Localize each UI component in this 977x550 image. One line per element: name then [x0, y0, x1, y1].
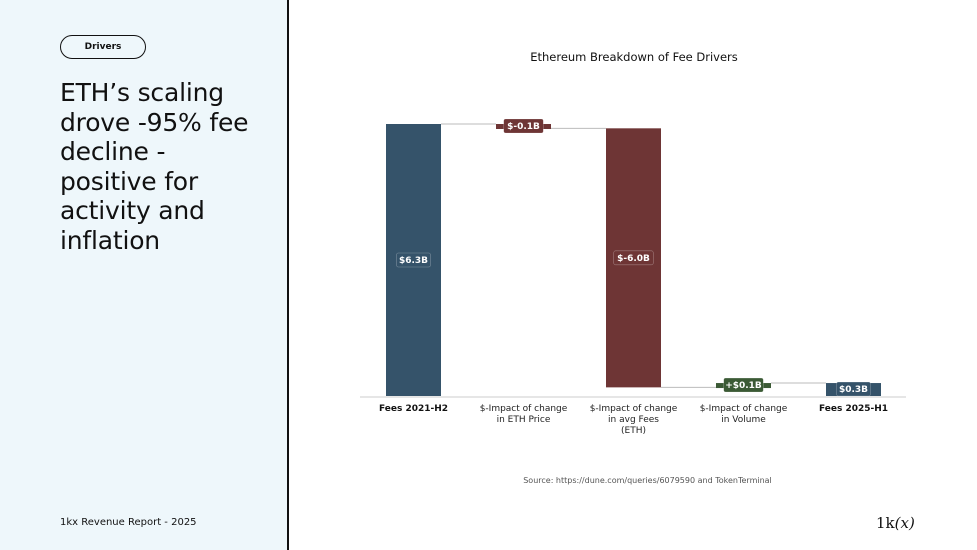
x-tick-label: $-Impact of change in ETH Price — [480, 404, 568, 425]
headline-line: ETH’s scaling — [60, 78, 224, 107]
report-footer: 1kx Revenue Report - 2025 — [60, 517, 197, 528]
waterfall-chart: $6.3B $-0.1B $-6.0B +$0.1B $0.3B Fees 2021-H2… — [360, 118, 906, 436]
brand-logo: 1k(x) — [876, 514, 915, 532]
data-label: $-6.0B — [617, 254, 650, 264]
data-label: $0.3B — [839, 385, 868, 395]
chart-title: Ethereum Breakdown of Fee Drivers — [530, 50, 738, 64]
data-label-bg — [613, 250, 654, 266]
headline-line: inflation — [60, 225, 160, 255]
data-label-bg — [396, 252, 431, 268]
section-tag: Drivers — [60, 35, 146, 59]
headline: ETH’s scaling drove -95% fee decline - p… — [60, 78, 280, 255]
x-tick-label: Fees 2025-H1 — [819, 404, 888, 414]
data-label: +$0.1B — [725, 381, 762, 391]
x-tick-label: Fees 2021-H2 — [379, 404, 448, 414]
source-note: Source: https://dune.com/queries/6079590… — [523, 476, 772, 485]
headline-line: activity and — [60, 196, 205, 225]
logo-text: 1k — [876, 514, 895, 532]
data-label: $6.3B — [399, 256, 428, 266]
data-label: $-0.1B — [507, 122, 540, 132]
vertical-divider — [287, 0, 289, 550]
data-label-bg — [723, 377, 764, 393]
left-panel: Drivers ETH’s scaling drove -95% fee dec… — [0, 0, 287, 550]
logo-text-italic: (x) — [894, 514, 915, 532]
headline-line: positive for — [60, 166, 198, 196]
data-label-bg — [503, 118, 544, 134]
headline-line: decline - — [60, 137, 166, 166]
x-tick-label: $-Impact of change in avg Fees (ETH) — [590, 404, 678, 436]
data-label-bg — [836, 381, 871, 397]
x-tick-label: $-Impact of change in Volume — [700, 404, 788, 425]
headline-line: drove -95% fee — [60, 107, 249, 137]
